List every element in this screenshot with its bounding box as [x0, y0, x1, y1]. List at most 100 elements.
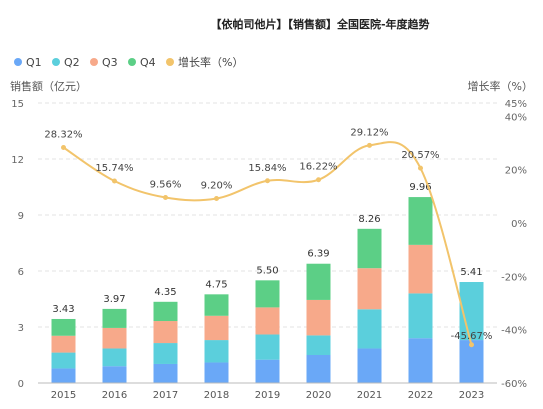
growth-point-2020 [316, 177, 321, 183]
legend-marker-q4 [128, 58, 136, 66]
growth-point-2018 [214, 195, 219, 201]
total-label-2015: 3.43 [52, 304, 74, 315]
right-tick-label: 45% [505, 99, 527, 110]
growth-point-2022 [418, 165, 423, 171]
bar-q3-2015 [51, 335, 76, 353]
total-label-2016: 3.97 [103, 294, 125, 305]
growth-label-2018: 9.20% [201, 180, 233, 191]
legend-marker-growth [166, 58, 174, 66]
right-axis-ticks: -60% -40% -20% 0% 20% 40% 45% [501, 99, 527, 390]
total-label-2017: 4.35 [154, 287, 176, 298]
bar-q4-2019 [255, 280, 280, 308]
bar-q4-2022 [408, 197, 433, 245]
growth-point-2017 [163, 195, 168, 201]
x-tick-label-2019: 2019 [255, 390, 280, 401]
growth-label-2015: 28.32% [44, 129, 82, 140]
left-tick-label: 0 [18, 379, 24, 390]
legend-marker-q1 [14, 58, 22, 66]
growth-label-2019: 15.84% [248, 163, 286, 174]
bar-q3-2021 [357, 268, 382, 310]
total-labels: 3.43 3.97 4.35 4.75 5.50 6.39 8.26 9.96 5.41 [52, 182, 482, 315]
growth-line [62, 141, 473, 346]
bar-series [51, 197, 484, 383]
x-tick-label-2022: 2022 [408, 390, 433, 401]
growth-label-2020: 16.22% [299, 162, 337, 173]
legend-label-growth: 增长率（%） [178, 55, 243, 69]
bar-q1-2017 [153, 363, 178, 383]
bar-q4-2015 [51, 318, 76, 336]
bar-q1-2019 [255, 359, 280, 383]
bar-q1-2022 [408, 338, 433, 383]
bar-q3-2020 [306, 299, 331, 336]
chart-title: 【依帕司他片】【销售额】全国医院-年度趋势 [210, 17, 429, 31]
left-tick-label: 15 [11, 99, 24, 110]
bar-q4-2016 [102, 308, 127, 328]
bar-q3-2022 [408, 244, 433, 294]
bar-q1-2020 [306, 355, 331, 383]
total-label-2019: 5.50 [256, 265, 278, 276]
growth-labels: 28.32% 15.74% 9.56% 9.20% 15.84% 16.22% 29.12%… [44, 127, 492, 341]
right-tick-label: -20% [501, 272, 527, 283]
bar-q3-2017 [153, 321, 178, 344]
right-tick-label: 20% [505, 166, 527, 177]
left-tick-label: 6 [18, 267, 24, 278]
growth-label-2016: 15.74% [95, 163, 133, 174]
growth-label-2023: -45.67% [451, 331, 493, 342]
bar-q3-2018 [204, 315, 229, 341]
total-label-2021: 8.26 [358, 214, 380, 225]
left-tick-label: 9 [18, 211, 24, 222]
bar-q2-2016 [102, 348, 127, 367]
x-tick-label-2017: 2017 [153, 390, 178, 401]
legend-label-q1: Q1 [26, 56, 42, 69]
x-tick-label-2015: 2015 [51, 390, 76, 401]
bar-q3-2016 [102, 327, 127, 349]
bar-q1-2021 [357, 348, 382, 383]
right-tick-label: 40% [505, 112, 527, 123]
growth-label-2021: 29.12% [350, 127, 388, 138]
legend-marker-q2 [52, 58, 60, 66]
bar-q1-2018 [204, 362, 229, 383]
bar-q4-2017 [153, 301, 178, 322]
x-tick-label-2018: 2018 [204, 390, 229, 401]
bar-q2-2020 [306, 335, 331, 355]
growth-point-2016 [112, 178, 117, 184]
bar-q2-2018 [204, 340, 229, 363]
x-tick-label-2016: 2016 [102, 390, 127, 401]
legend-label-q4: Q4 [140, 56, 156, 69]
bar-q2-2017 [153, 343, 178, 364]
bar-q1-2015 [51, 368, 76, 383]
right-axis-label: 增长率（%） [468, 79, 533, 93]
bar-q2-2019 [255, 334, 280, 360]
left-tick-label: 12 [11, 155, 24, 166]
x-tick-label-2020: 2020 [306, 390, 331, 401]
legend-label-q2: Q2 [64, 56, 80, 69]
bar-q2-2021 [357, 309, 382, 349]
left-axis-label: 销售额（亿元） [10, 79, 87, 93]
growth-point-2019 [265, 178, 270, 184]
bar-q2-2022 [408, 293, 433, 339]
total-label-2018: 4.75 [205, 279, 227, 290]
left-axis-ticks: 0 3 6 9 12 15 [11, 99, 24, 390]
growth-label-2017: 9.56% [150, 180, 182, 191]
total-label-2023: 5.41 [460, 267, 482, 278]
bar-q4-2018 [204, 294, 229, 316]
legend-marker-q3 [90, 58, 98, 66]
x-tick-label-2021: 2021 [357, 390, 382, 401]
growth-point-2023 [469, 342, 474, 348]
legend-label-q3: Q3 [102, 56, 118, 69]
right-tick-label: -40% [501, 326, 527, 337]
right-tick-label: 0% [511, 219, 527, 230]
bar-q4-2021 [357, 228, 382, 269]
total-label-2020: 6.39 [307, 249, 329, 260]
legend: Q1 Q2 Q3 Q4 增长率（%） [14, 55, 243, 69]
growth-label-2022: 20.57% [401, 150, 439, 161]
growth-point-2015 [61, 144, 66, 150]
bar-q1-2016 [102, 366, 127, 383]
left-tick-label: 3 [18, 323, 24, 334]
x-tick-label-2023: 2023 [459, 390, 484, 401]
growth-point-2021 [367, 142, 372, 148]
bar-q4-2020 [306, 263, 331, 300]
x-axis: 2015 2016 2017 2018 2019 2020 2021 2022 2023 [38, 382, 497, 401]
